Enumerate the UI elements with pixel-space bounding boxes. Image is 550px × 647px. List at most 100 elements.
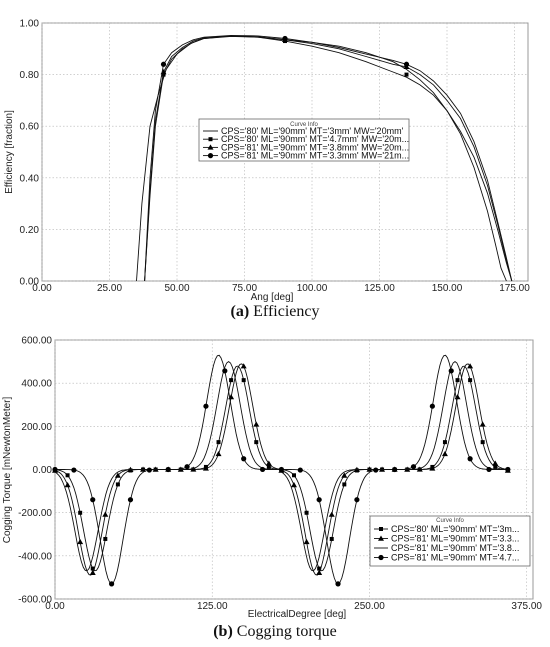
marker-square: [115, 482, 120, 487]
x-tick-label: 125.00: [364, 283, 395, 294]
marker-triangle: [207, 144, 214, 150]
x-tick-label: 75.00: [232, 283, 257, 294]
x-tick-label: 50.00: [164, 283, 189, 294]
marker-square: [342, 482, 347, 487]
marker-triangle: [253, 421, 260, 427]
marker-square: [103, 536, 108, 541]
legend-entry: CPS='80' ML='90mm' MT='3mm' MW='20mm': [221, 126, 404, 136]
marker-triangle: [316, 569, 323, 575]
x-tick-label: 100.00: [297, 283, 328, 294]
x-tick-label: 175.00: [499, 283, 530, 294]
marker-triangle: [467, 363, 474, 369]
legend-box: [198, 118, 410, 162]
caption-b-text: Cogging torque: [232, 623, 337, 640]
cogging-torque-chart: 0.00 125.00 250.00 375.00 -600.00 -400.00 -200…: [2, 336, 542, 621]
marker-circle: [241, 456, 247, 462]
caption-a-letter: (a): [230, 303, 250, 320]
marker-circle: [160, 61, 167, 67]
marker-circle: [127, 497, 134, 503]
marker-circle: [410, 464, 417, 470]
marker-triangle: [64, 482, 71, 488]
marker-circle: [90, 497, 96, 503]
marker-circle: [378, 554, 384, 561]
marker-square: [254, 440, 259, 445]
legend-entry: CPS='81' ML='90mm' MT='3.8mm' MW='20m...: [221, 142, 409, 152]
legend-entry: CPS='81' ML='90mm' MT='3.3...: [391, 534, 519, 544]
y-tick-label: 200.00: [21, 422, 52, 433]
marker-triangle: [240, 363, 247, 369]
x-tick-label: 25.00: [97, 283, 122, 294]
marker-circle: [392, 466, 398, 473]
y-tick-label: 1.00: [20, 19, 40, 30]
marker-square: [304, 510, 309, 515]
y-tick-label: 0.00: [33, 465, 53, 476]
marker-triangle: [328, 511, 335, 517]
marker-circle: [146, 467, 152, 473]
marker-square: [241, 378, 246, 383]
marker-circle: [184, 464, 190, 470]
marker-triangle: [202, 465, 209, 471]
marker-triangle: [416, 466, 423, 472]
marker-circle: [52, 466, 58, 473]
marker-circle: [282, 35, 288, 42]
marker-circle: [297, 467, 303, 473]
marker-square: [468, 378, 473, 383]
marker-triangle: [479, 421, 486, 427]
caption-b: (b) Cogging torque: [0, 623, 550, 641]
marker-triangle: [89, 569, 96, 575]
marker-circle: [335, 581, 341, 587]
tick-labels: 0.00 25.00 50.00 75.00 100.00 125.00 150.00 175…: [20, 19, 531, 295]
caption-a: (a) Efficiency: [0, 303, 550, 321]
y-tick-label: 600.00: [21, 336, 52, 347]
marker-square: [379, 527, 383, 531]
marker-square: [442, 440, 447, 445]
marker-square: [329, 536, 334, 541]
marker-square: [65, 473, 70, 478]
legend-entries: CPS='80' ML='90mm' MT='3mm' MW='20mm'CPS…: [203, 126, 409, 161]
marker-circle: [448, 368, 454, 374]
marker-circle: [259, 466, 266, 473]
y-tick-label: 0.40: [20, 173, 40, 184]
legend-title: Curve Info: [290, 122, 318, 128]
y-tick-label: -400.00: [18, 551, 52, 562]
marker-circle: [222, 368, 228, 374]
marker-square: [229, 378, 234, 383]
marker-circle: [71, 467, 77, 473]
marker-circle: [316, 497, 322, 503]
legend-entry: CPS='81' ML='90mm' MT='4.7...: [391, 553, 519, 563]
marker-circle: [505, 466, 511, 473]
marker-triangle: [378, 535, 384, 541]
x-tick-label: 150.00: [432, 283, 463, 294]
marker-square: [216, 440, 221, 445]
marker-circle: [165, 466, 171, 473]
marker-square: [455, 378, 460, 383]
y-tick-label: 0.00: [20, 277, 40, 288]
y-tick-label: -200.00: [18, 508, 52, 519]
marker-triangle: [190, 466, 197, 472]
marker-circle: [354, 497, 360, 503]
caption-a-text: Efficiency: [249, 303, 320, 320]
marker-circle: [203, 403, 209, 409]
y-tick-label: 0.80: [20, 70, 40, 81]
marker-square: [493, 464, 498, 469]
x-axis-label: ElectricalDegree [deg]: [248, 609, 347, 620]
marker-square: [266, 464, 271, 469]
legend-entry: CPS='81' ML='90mm' MT='3.8...: [391, 543, 519, 553]
marker-circle: [486, 466, 492, 473]
legend-entry: CPS='80' ML='90mm' MT='4.7mm' MW='20m...: [221, 134, 409, 144]
legend: Curve Info CPS='80' ML='90mm' MT='3mm' M…: [198, 118, 410, 162]
x-tick-label: 125.00: [197, 601, 228, 612]
marker-circle: [278, 466, 285, 473]
marker-square: [78, 510, 83, 515]
marker-triangle: [77, 538, 84, 545]
marker-triangle: [429, 465, 436, 471]
marker-circle: [109, 581, 115, 587]
marker-square: [480, 440, 485, 445]
x-axis-label: Ang [deg]: [251, 292, 294, 303]
marker-circle: [467, 456, 473, 462]
caption-b-letter: (b): [213, 623, 233, 640]
marker-triangle: [441, 450, 448, 457]
series-line: [144, 34, 513, 282]
y-tick-label: 400.00: [21, 379, 52, 390]
